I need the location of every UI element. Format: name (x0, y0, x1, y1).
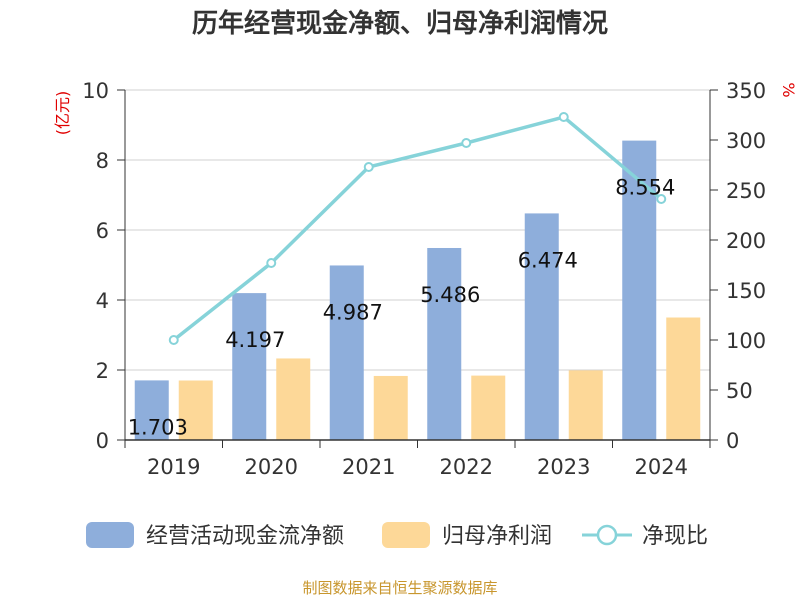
right-tick-label: 350 (726, 79, 766, 103)
legend-swatch-cashflow (86, 522, 134, 548)
data-label: 4.197 (225, 328, 285, 352)
x-tick-label: 2022 (440, 455, 493, 479)
right-tick-label: 250 (726, 179, 766, 203)
legend-label-net-profit: 归母净利润 (442, 524, 552, 549)
x-tick-label: 2020 (245, 455, 298, 479)
right-tick-label: 100 (726, 329, 766, 353)
data-label: 5.486 (420, 283, 480, 307)
ratio-point (558, 112, 569, 122)
bars (134, 140, 701, 441)
data-label: 8.554 (615, 176, 675, 200)
legend-swatch-ratio-marker (596, 524, 618, 546)
data-label: 6.474 (518, 248, 578, 272)
legend: 经营活动现金流净额 归母净利润 净现比 (86, 522, 708, 549)
right-tick-label: 50 (726, 379, 753, 403)
ratio-point (266, 258, 277, 268)
left-tick-label: 4 (96, 289, 109, 313)
right-axis-unit: % (779, 82, 798, 97)
ratio-point (168, 335, 179, 345)
bar-net-profit (373, 375, 408, 440)
bar-cashflow (329, 265, 364, 440)
bar-cashflow (524, 213, 559, 440)
ratio-point (461, 138, 472, 148)
x-tick-label: 2024 (635, 455, 688, 479)
legend-swatch-net-profit (382, 522, 430, 548)
bar-net-profit (568, 370, 603, 440)
bar-net-profit (471, 375, 506, 440)
data-label: 4.987 (323, 300, 383, 324)
chart-title: 历年经营现金净额、归母净利润情况 (192, 8, 608, 39)
x-tick-label: 2019 (147, 455, 200, 479)
ratio-point (363, 162, 374, 172)
right-tick-label: 200 (726, 229, 766, 253)
bar-cashflow (232, 293, 267, 440)
right-tick-label: 150 (726, 279, 766, 303)
legend-label-ratio: 净现比 (642, 524, 708, 549)
bar-net-profit (178, 380, 213, 440)
bar-net-profit (276, 358, 311, 440)
bar-cashflow (134, 380, 169, 440)
right-tick-label: 300 (726, 129, 766, 153)
x-tick-label: 2023 (537, 455, 590, 479)
data-label: 1.703 (128, 415, 188, 439)
left-tick-label: 6 (96, 219, 109, 243)
right-tick-label: 0 (726, 429, 739, 453)
left-tick-label: 8 (96, 149, 109, 173)
left-axis-unit: (亿元) (53, 91, 72, 136)
bar-cashflow (427, 247, 462, 440)
x-tick-label: 2021 (342, 455, 395, 479)
source-note: 制图数据来自恒生聚源数据库 (302, 579, 497, 597)
left-tick-label: 2 (96, 359, 109, 383)
data-labels: 1.703 4.197 4.987 5.486 6.474 8.554 (128, 176, 676, 440)
left-tick-label: 10 (82, 79, 109, 103)
ratio-point (656, 194, 667, 204)
ratio-line-path (172, 115, 663, 342)
bar-net-profit (666, 317, 701, 440)
left-tick-label: 0 (96, 429, 109, 453)
ratio-line (168, 112, 667, 345)
legend-label-cashflow: 经营活动现金流净额 (146, 524, 344, 549)
